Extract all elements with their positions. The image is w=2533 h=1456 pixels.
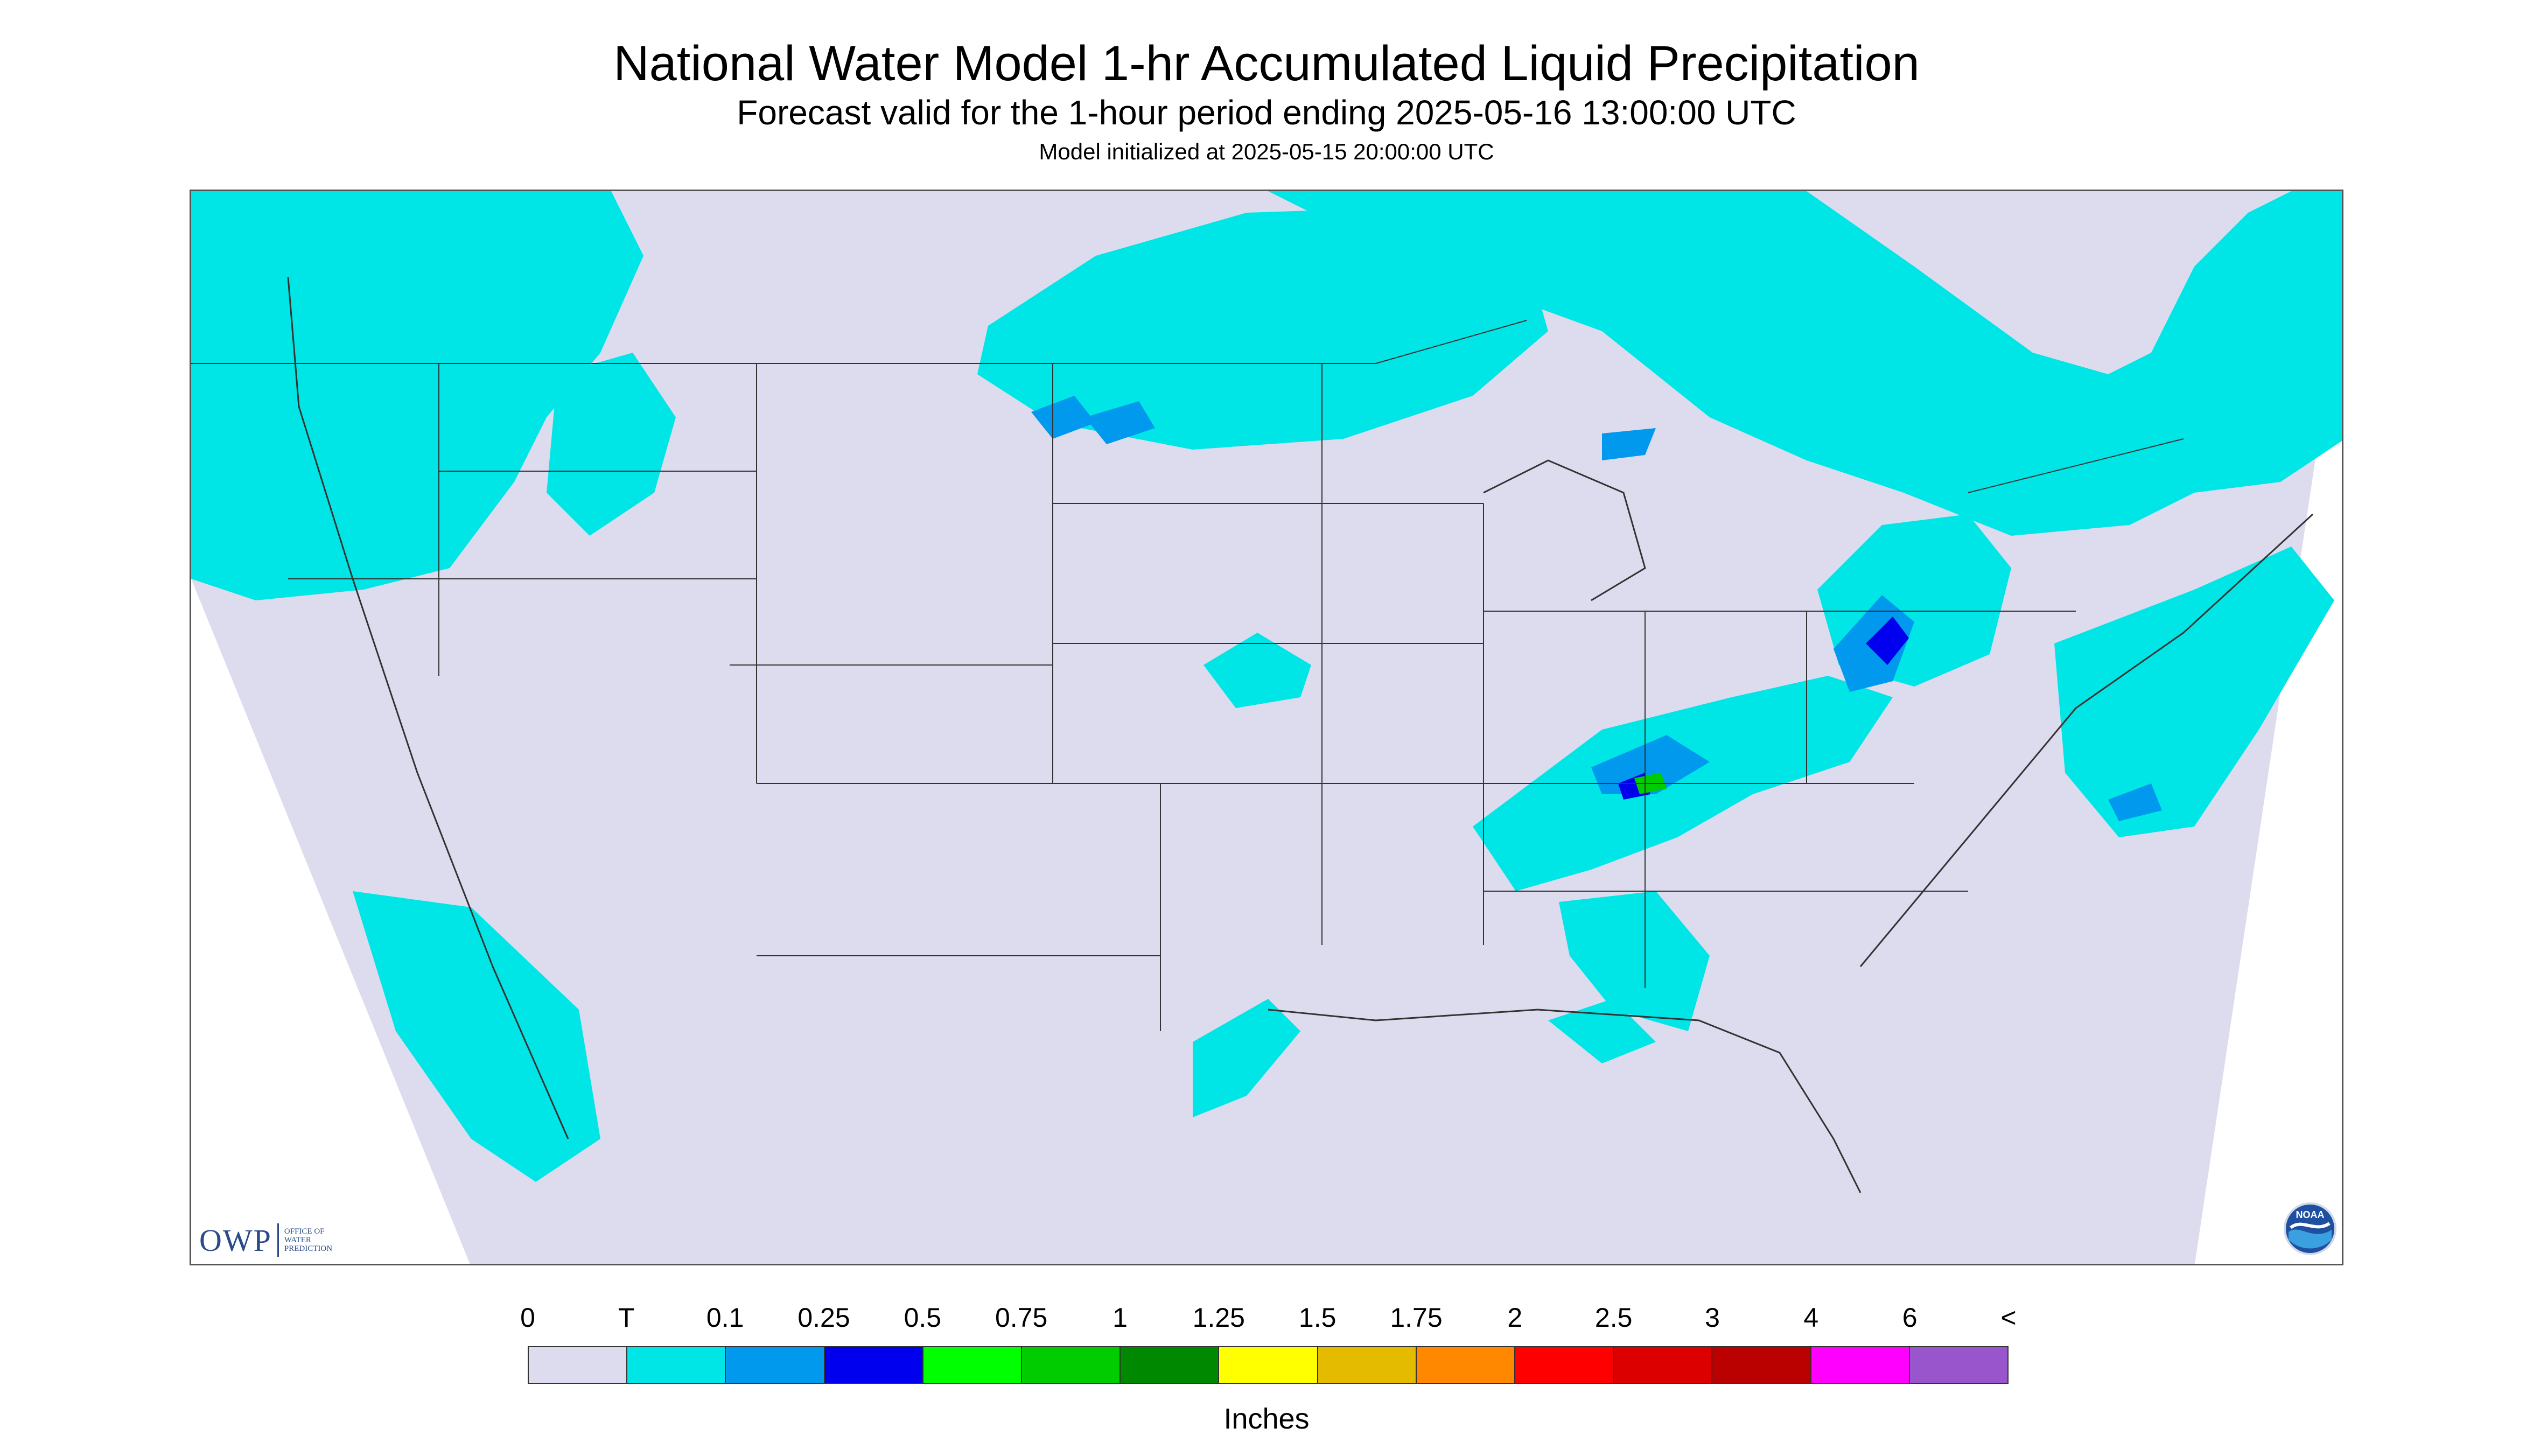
legend-tick-label: 1.5 (1298, 1303, 1337, 1333)
legend-tick-label: 3 (1705, 1303, 1720, 1333)
map-title: National Water Model 1-hr Accumulated Li… (613, 36, 1920, 91)
precipitation-map (190, 190, 2343, 1265)
precip-deep-south (1559, 891, 1710, 1031)
legend-tick-label: 0.25 (797, 1303, 850, 1333)
legend-swatch (1121, 1347, 1220, 1383)
owp-logo-subtext: OFFICE OF WATER PREDICTION (284, 1227, 333, 1253)
legend-swatch (1614, 1347, 1713, 1383)
legend-tick-label: 2.5 (1594, 1303, 1633, 1333)
legend-swatch (627, 1347, 726, 1383)
legend-swatch (726, 1347, 825, 1383)
precip-southern-california (353, 891, 600, 1182)
legend-tick-label: 2 (1507, 1303, 1523, 1333)
model-init-text: Model initialized at 2025-05-15 20:00:00… (1039, 139, 1494, 164)
owp-logo: OWP OFFICE OF WATER PREDICTION (199, 1221, 344, 1259)
legend-tick-labels: 0 T 0.1 0.25 0.5 0.75 1 1.25 1.5 1.75 2 2.5 3 4 6 < (520, 1302, 2533, 1340)
legend-swatch (824, 1347, 923, 1383)
precip-pacific-northwest (191, 191, 643, 600)
legend-swatch (1219, 1347, 1318, 1383)
precip-northern-rockies (547, 353, 676, 536)
legend-swatch (529, 1347, 628, 1383)
legend-tick-label: 0 (520, 1303, 535, 1333)
coastlines (287, 277, 2314, 1193)
legend-tick-label: 1 (1112, 1303, 1128, 1333)
legend-swatch (1318, 1347, 1417, 1383)
legend-swatch (1909, 1347, 2008, 1383)
owp-logo-divider (277, 1223, 279, 1257)
legend-swatch (1811, 1347, 1910, 1383)
noaa-logo: NOAA (2284, 1202, 2336, 1255)
map-subtitle: Forecast valid for the 1-hour period end… (737, 93, 1796, 132)
legend-tick-label: 1.25 (1192, 1303, 1245, 1333)
legend-tick-label: 4 (1803, 1303, 1819, 1333)
precip-trace-areas (191, 191, 2342, 1182)
legend-swatch (1712, 1347, 1811, 1383)
legend-tick-label: 1.75 (1390, 1303, 1443, 1333)
legend-tick-label: < (2000, 1303, 2017, 1333)
legend-tick-label: 0.75 (995, 1303, 1048, 1333)
precip-atlantic (2054, 547, 2334, 837)
legend-tick-label: 6 (1902, 1303, 1918, 1333)
precip-iowa (1203, 633, 1311, 708)
legend-tick-label: T (618, 1303, 635, 1333)
legend-swatch (1515, 1347, 1614, 1383)
precip-canada-band (1268, 191, 2342, 536)
legend-units-label: Inches (1223, 1403, 1310, 1435)
legend-swatch (923, 1347, 1023, 1383)
legend-tick-label: 0.5 (904, 1303, 942, 1333)
precip-texas-coast (1193, 999, 1300, 1117)
owp-logo-text: OWP (199, 1222, 272, 1258)
precip-northern-plains (977, 207, 1548, 450)
legend-swatch (1416, 1347, 1516, 1383)
legend-tick-label: 0.1 (706, 1303, 744, 1333)
state-borders (191, 320, 2184, 1031)
noaa-logo-text: NOAA (2296, 1209, 2325, 1220)
legend-swatch (1022, 1347, 1121, 1383)
legend-color-bar (528, 1346, 2009, 1384)
